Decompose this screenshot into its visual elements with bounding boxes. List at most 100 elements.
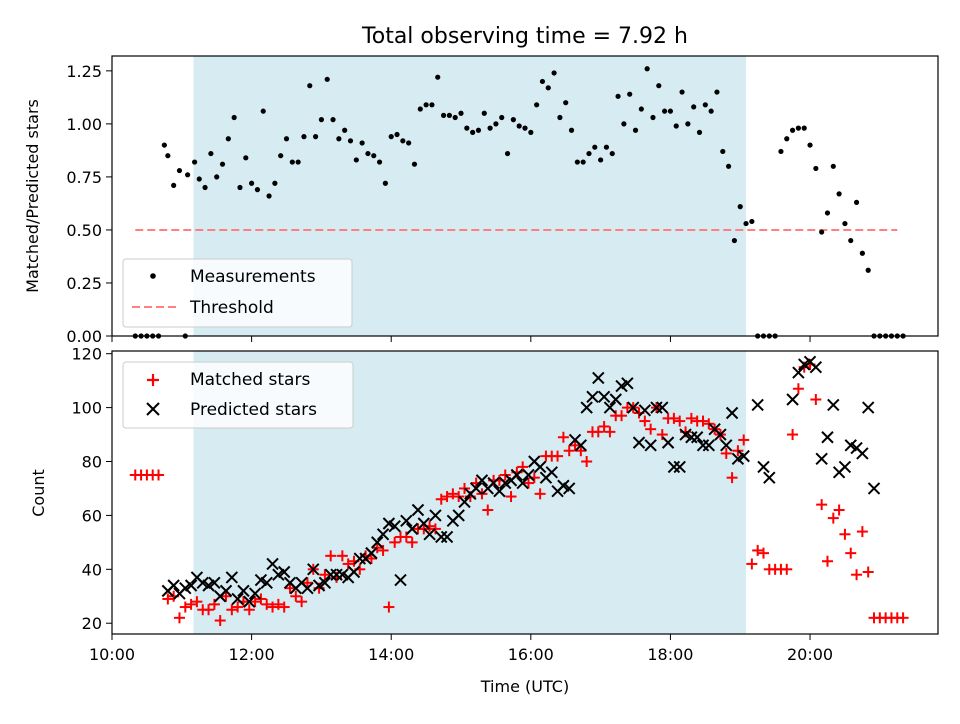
matched-star-point xyxy=(371,542,383,554)
measurement-point xyxy=(644,66,650,72)
matched-star-point xyxy=(383,601,395,613)
measurement-point xyxy=(627,91,633,97)
predicted-star-point xyxy=(821,431,834,444)
matched-star-point xyxy=(616,410,628,422)
measurement-point xyxy=(563,100,569,106)
measurement-point xyxy=(336,136,342,142)
bottom-ticks: 20 40 60 80 100 120 10:00 12:00 14:00 16:00 18:00 2… xyxy=(71,345,833,664)
measurement-point xyxy=(603,144,610,150)
matched-star-point xyxy=(639,415,651,427)
measurement-point xyxy=(458,110,464,116)
measurement-point xyxy=(435,74,441,80)
predicted-star-point xyxy=(458,495,471,509)
measurement-point xyxy=(289,159,295,165)
measurement-point xyxy=(272,180,278,186)
matched-star-point xyxy=(243,604,255,616)
predicted-star-point xyxy=(237,584,250,598)
measurement-point xyxy=(830,163,836,169)
matched-star-point xyxy=(738,434,750,446)
top-panel: 0.00 0.25 0.50 0.75 1.00 1.25 Matched/Predict… xyxy=(23,55,939,346)
top-measurement-points xyxy=(132,66,906,339)
predicted-star-point xyxy=(838,460,852,474)
predicted-star-point xyxy=(597,390,611,404)
measurement-point xyxy=(165,153,171,159)
measurement-point xyxy=(208,150,214,157)
predicted-star-point xyxy=(702,439,716,452)
measurement-point xyxy=(382,180,388,186)
bottom-y-tick-label: 100 xyxy=(71,399,102,418)
bottom-x-tick-label: 14:00 xyxy=(368,645,414,664)
matched-star-point xyxy=(726,472,738,484)
measurement-point xyxy=(702,102,708,108)
predicted-star-point xyxy=(714,428,727,441)
measurement-point xyxy=(493,121,499,127)
predicted-star-point xyxy=(522,468,535,482)
predicted-star-point xyxy=(167,579,180,592)
predicted-star-point xyxy=(638,404,652,417)
matched-star-point xyxy=(406,536,418,548)
measurement-point xyxy=(301,134,307,140)
predicted-star-point xyxy=(586,390,599,404)
measurement-point xyxy=(249,180,255,186)
measurement-point xyxy=(394,131,400,138)
measurement-point xyxy=(557,114,563,121)
measurement-point xyxy=(388,134,394,140)
measurement-point xyxy=(615,93,621,99)
measurement-point xyxy=(528,129,534,135)
matched-star-point xyxy=(261,598,273,610)
matched-star-point xyxy=(476,488,488,500)
measurement-point xyxy=(551,70,557,76)
predicted-star-point xyxy=(353,552,367,565)
bottom-x-tick-label: 10:00 xyxy=(89,645,135,664)
legend-predicted-marker xyxy=(146,402,160,416)
measurement-point xyxy=(365,150,371,157)
measurement-point xyxy=(371,153,377,159)
measurement-point xyxy=(848,237,854,244)
measurement-point xyxy=(807,142,813,148)
matched-star-point xyxy=(441,491,453,503)
predicted-star-point xyxy=(376,528,390,541)
bottom-x-tick-label: 18:00 xyxy=(647,645,693,664)
predicted-star-point xyxy=(574,439,588,452)
measurement-point xyxy=(481,110,487,116)
measurement-point xyxy=(720,148,726,155)
measurement-point xyxy=(499,114,505,121)
predicted-star-point xyxy=(650,401,663,414)
matched-star-point xyxy=(203,604,215,616)
measurement-point xyxy=(347,138,354,144)
matched-star-point xyxy=(839,528,851,540)
measurement-point xyxy=(510,117,516,123)
measurement-point xyxy=(696,129,703,135)
matched-stars-points xyxy=(129,358,909,627)
measurement-point xyxy=(516,123,522,129)
matched-star-point xyxy=(792,383,804,395)
matched-star-point xyxy=(685,412,697,424)
matched-star-point xyxy=(816,499,828,511)
top-legend-box xyxy=(122,258,353,328)
predicted-star-point xyxy=(720,439,733,452)
predicted-star-point xyxy=(656,401,669,414)
predicted-star-point xyxy=(725,406,739,420)
measurement-point xyxy=(795,125,801,131)
predicted-star-point xyxy=(690,431,704,444)
matched-star-point xyxy=(220,590,232,602)
predicted-star-point xyxy=(452,509,465,522)
predicted-star-point xyxy=(696,439,710,452)
measurement-point xyxy=(545,85,551,91)
measurement-point xyxy=(679,89,685,95)
matched-star-point xyxy=(278,601,290,613)
measurement-point xyxy=(650,114,656,121)
legend-threshold-label: Threshold xyxy=(189,298,274,318)
predicted-star-point xyxy=(827,398,840,412)
predicted-star-point xyxy=(757,460,770,474)
predicted-star-point xyxy=(792,366,805,379)
measurement-point xyxy=(440,112,447,118)
measurement-point xyxy=(662,108,668,114)
predicted-star-point xyxy=(208,576,221,589)
predicted-star-point xyxy=(266,557,279,571)
matched-star-point xyxy=(214,615,226,627)
bottom-y-tick-label: 40 xyxy=(82,560,102,579)
matched-star-point xyxy=(255,593,267,605)
matched-star-point xyxy=(153,469,165,481)
measurement-point xyxy=(574,159,580,165)
